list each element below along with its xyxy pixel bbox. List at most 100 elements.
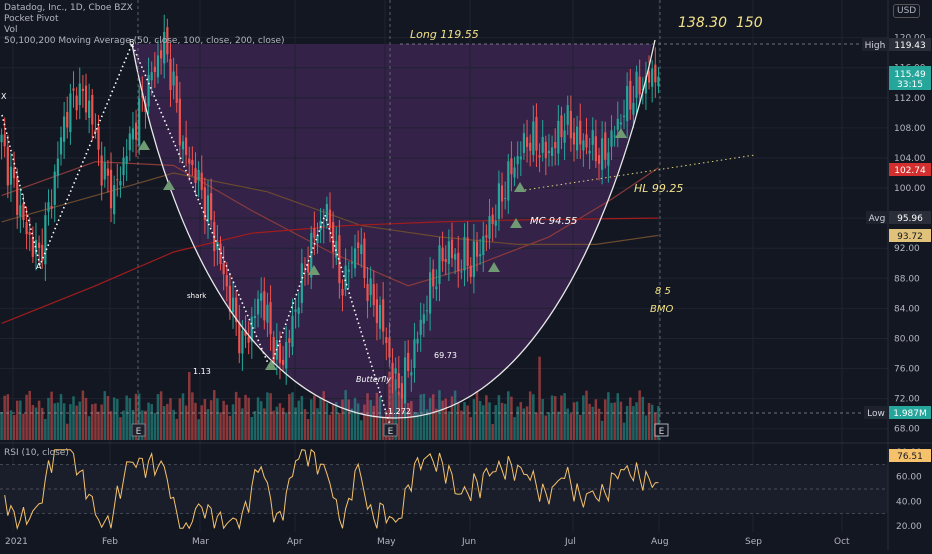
- volume-bar: [613, 402, 616, 440]
- volume-bar: [197, 419, 200, 440]
- volume-bar: [12, 414, 16, 440]
- volume-bar: [209, 400, 213, 440]
- volume-bar: [66, 423, 69, 440]
- volume-bar: [497, 395, 501, 440]
- candle-body: [588, 150, 591, 154]
- volume-bar: [491, 424, 494, 440]
- candle-body: [166, 27, 169, 55]
- volume-bar: [72, 396, 75, 440]
- candle-body: [569, 110, 572, 139]
- volume-bar: [9, 410, 13, 440]
- candle-body: [507, 161, 510, 201]
- candle-body: [613, 135, 616, 137]
- volume-bar: [6, 394, 10, 440]
- volume-bar: [294, 407, 297, 440]
- candle-body: [297, 307, 300, 314]
- volume-bar: [128, 398, 132, 440]
- candle-body: [635, 71, 638, 98]
- candle-body: [59, 137, 63, 155]
- candle-body: [194, 168, 197, 184]
- earnings-marker-feb: E: [131, 423, 146, 437]
- volume-bar: [187, 372, 191, 440]
- volume-bar: [632, 406, 635, 440]
- candle-body: [238, 322, 241, 354]
- volume-bar: [306, 419, 310, 440]
- volume-bar: [569, 413, 573, 440]
- volume-bar: [372, 405, 376, 440]
- candle-body: [597, 155, 601, 164]
- candle-body: [457, 252, 460, 272]
- volume-bar: [350, 408, 354, 440]
- candle-body: [113, 185, 116, 215]
- volume-bar: [397, 391, 401, 440]
- time-tick-label: Feb: [102, 537, 118, 547]
- ma-tan-value: 93.72: [897, 232, 923, 242]
- volume-bar: [541, 399, 544, 440]
- candle-body: [497, 183, 501, 219]
- candle-body: [75, 95, 78, 111]
- volume-bar: [475, 390, 479, 440]
- volume-bar: [416, 412, 419, 440]
- candle-body: [288, 338, 291, 343]
- volume-bar: [313, 395, 316, 440]
- volume-bar: [272, 410, 275, 440]
- volume-bar: [331, 405, 335, 440]
- volume-bar: [59, 394, 63, 440]
- volume-bar: [0, 412, 3, 440]
- candle-body: [632, 102, 635, 115]
- candle-body: [479, 254, 482, 257]
- volume-bar: [91, 404, 94, 440]
- volume-bar: [519, 402, 523, 440]
- volume-bar: [162, 406, 166, 440]
- candle-body: [522, 133, 526, 153]
- candle-body: [244, 330, 247, 336]
- candle-body: [369, 278, 372, 296]
- volume-bar: [94, 403, 97, 440]
- candle-body: [169, 59, 172, 91]
- volume-bar: [488, 402, 491, 440]
- candle-body: [285, 342, 288, 369]
- currency-button[interactable]: USD: [893, 4, 921, 18]
- volume-bar: [253, 411, 257, 440]
- candle-body: [657, 76, 660, 87]
- candle-body: [541, 136, 544, 153]
- candle-body: [41, 244, 44, 261]
- candle-body: [260, 293, 263, 301]
- candle-body: [56, 158, 59, 176]
- candle-body: [172, 71, 175, 86]
- candle-body: [178, 98, 181, 146]
- annotation-bmo: BMO: [650, 304, 673, 315]
- volume-bar: [228, 415, 232, 440]
- volume-bar: [532, 394, 535, 440]
- candle-body: [391, 362, 394, 379]
- volume-bar: [159, 391, 163, 440]
- volume-bar: [44, 418, 47, 440]
- candle-body: [388, 337, 391, 358]
- candle-body: [66, 111, 69, 128]
- moving-average-line: [1, 172, 659, 245]
- volume-bar: [388, 371, 391, 440]
- candle-body: [385, 337, 388, 344]
- time-tick-label: Aug: [651, 537, 669, 547]
- volume-bar: [472, 399, 476, 440]
- candle-body: [250, 316, 253, 342]
- candle-body: [185, 137, 188, 155]
- candle-body: [450, 239, 454, 259]
- volume-bar: [528, 391, 532, 440]
- candle-body: [554, 142, 557, 149]
- candle-body: [206, 195, 210, 223]
- volume-bar: [482, 405, 485, 440]
- volume-bar: [510, 396, 513, 440]
- price-tick-label: 72.00: [894, 395, 920, 405]
- annotation-targets: 138.30 150: [678, 15, 763, 31]
- volume-bar: [166, 403, 169, 440]
- candle-body: [582, 140, 585, 151]
- candle-body: [532, 121, 535, 156]
- candle-body: [572, 132, 576, 145]
- candle-body: [9, 166, 13, 185]
- candle-body: [0, 134, 3, 143]
- candle-body: [307, 263, 310, 273]
- volume-bar: [156, 394, 160, 440]
- candle-body: [654, 64, 657, 83]
- volume-bar: [234, 391, 238, 440]
